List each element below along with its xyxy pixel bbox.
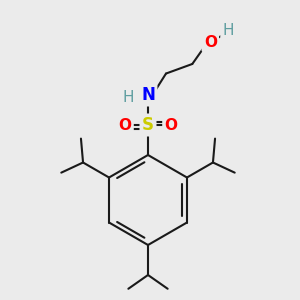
Text: S: S (142, 116, 154, 134)
Text: N: N (141, 86, 155, 104)
Text: H: H (223, 23, 234, 38)
Text: O: O (164, 118, 178, 133)
Text: O: O (204, 35, 217, 50)
Text: O: O (118, 118, 131, 133)
Text: H: H (122, 91, 134, 106)
